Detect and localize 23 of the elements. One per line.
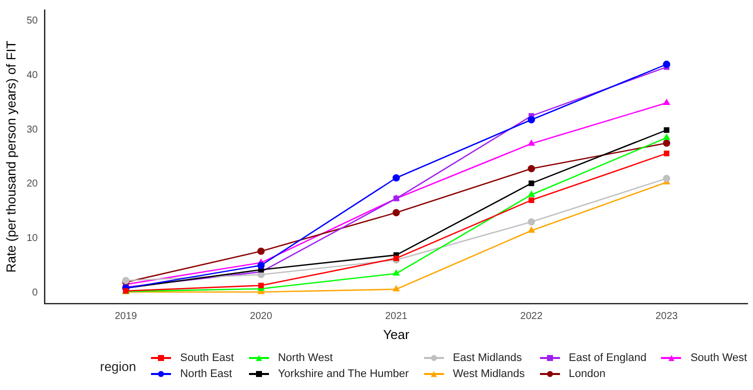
y-tick-label: 0 (32, 287, 38, 298)
y-tick-label: 40 (26, 70, 38, 81)
y-tick-label: 50 (26, 16, 38, 27)
y-tick-label: 30 (26, 124, 38, 136)
x-tick-label: 2020 (250, 311, 273, 322)
y-axis-title: Rate (per thousand person years) of FIT (3, 40, 18, 273)
x-axis-title: Year (383, 326, 410, 342)
legend-title: region (100, 358, 136, 374)
x-tick-label: 2022 (520, 311, 543, 322)
legend-label: Yorkshire and The Humber (278, 368, 409, 380)
legend-label: London (568, 368, 606, 380)
legend-label: East Midlands (452, 352, 522, 364)
x-tick-label: 2023 (655, 311, 678, 322)
y-tick-label: 10 (26, 232, 38, 244)
legend-label: North East (180, 368, 232, 380)
y-tick-label: 20 (26, 178, 38, 190)
legend-label: North West (278, 352, 333, 364)
legend-label: South West (690, 352, 748, 364)
legend-label: South East (180, 352, 234, 364)
legend-label: West Midlands (452, 368, 525, 380)
x-tick-label: 2021 (385, 311, 408, 322)
x-tick-label: 2019 (114, 311, 138, 322)
legend-label: East of England (568, 352, 646, 364)
